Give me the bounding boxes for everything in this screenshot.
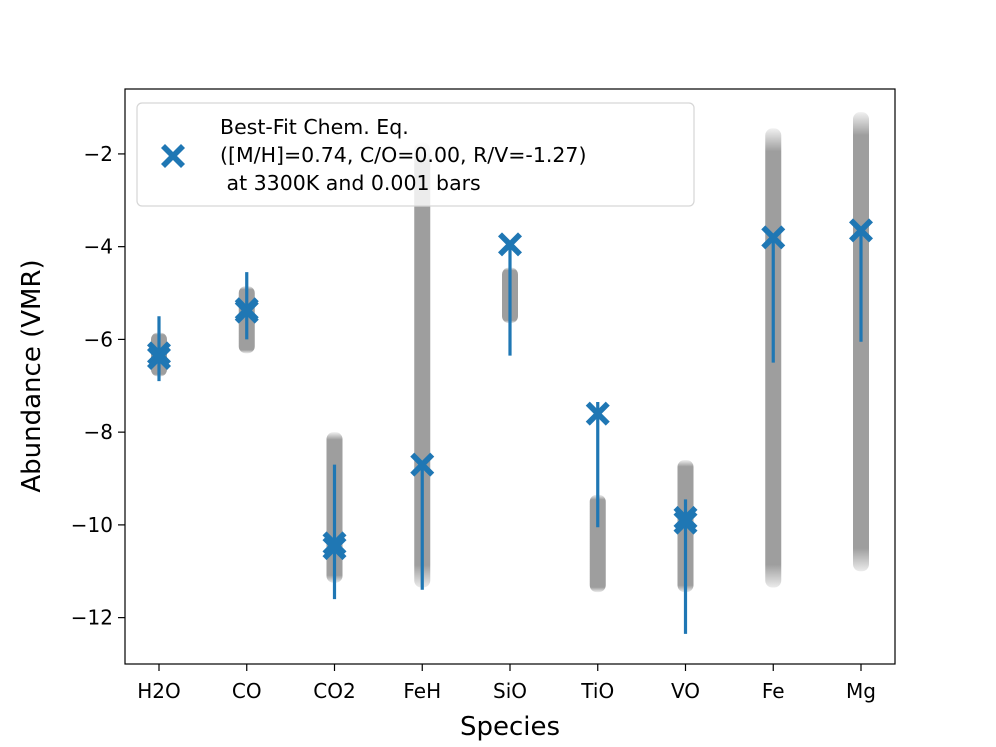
best-fit-marker-layer (147, 218, 873, 561)
legend-line-2: ([M/H]=0.74, C/O=0.00, R/V=-1.27) (220, 143, 586, 167)
y-tick-label: −2 (84, 142, 113, 166)
x-tick-label-h2o: H2O (137, 679, 181, 703)
best-fit-marker-co-2 (234, 299, 259, 324)
posterior-band-feh (414, 142, 431, 588)
x-tick-label-mg: Mg (846, 679, 876, 703)
best-fit-marker-tio (585, 401, 610, 426)
x-axis: H2O CO CO2 FeH SiO TiO VO Fe Mg (137, 664, 876, 703)
legend-marker (161, 144, 185, 168)
x-axis-label: Species (460, 712, 560, 742)
legend-line-1: Best-Fit Chem. Eq. (220, 115, 409, 139)
best-fit-marker-feh (410, 452, 435, 477)
best-fit-marker-co2-1 (322, 531, 347, 556)
best-fit-marker-co2-2 (322, 536, 347, 561)
errorbar-layer (157, 230, 863, 634)
legend-box (136, 102, 695, 207)
best-fit-marker-h2o-2 (147, 345, 171, 370)
y-tick-label: −6 (84, 327, 113, 351)
y-tick-label: −12 (71, 606, 113, 630)
x-tick-label-co: CO (232, 679, 262, 703)
best-fit-marker-mg (849, 218, 873, 243)
y-axis-label: Abundance (VMR) (17, 259, 47, 492)
y-axis: −12 −10 −8 −6 −4 −2 (71, 142, 125, 630)
x-tick-label-tio: TiO (580, 679, 614, 703)
best-fit-marker-vo-1 (673, 505, 698, 530)
best-fit-marker-h2o-1 (147, 341, 171, 366)
best-fit-marker-sio (498, 232, 522, 257)
x-tick-label-feh: FeH (403, 679, 441, 703)
y-tick-label: −4 (84, 235, 113, 259)
best-fit-marker-vo-2 (673, 510, 698, 535)
legend: Best-Fit Chem. Eq. ([M/H]=0.74, C/O=0.00… (136, 102, 695, 207)
legend-line-3: at 3300K and 0.001 bars (220, 171, 481, 195)
x-tick-label-co2: CO2 (313, 679, 355, 703)
best-fit-marker-fe (761, 225, 786, 250)
posterior-band-tio (589, 494, 606, 593)
y-tick-label: −8 (84, 420, 113, 444)
x-tick-label-vo: VO (671, 679, 700, 703)
x-tick-label-fe: Fe (762, 679, 785, 703)
x-tick-label-sio: SiO (493, 679, 527, 703)
y-tick-label: −10 (71, 513, 113, 537)
